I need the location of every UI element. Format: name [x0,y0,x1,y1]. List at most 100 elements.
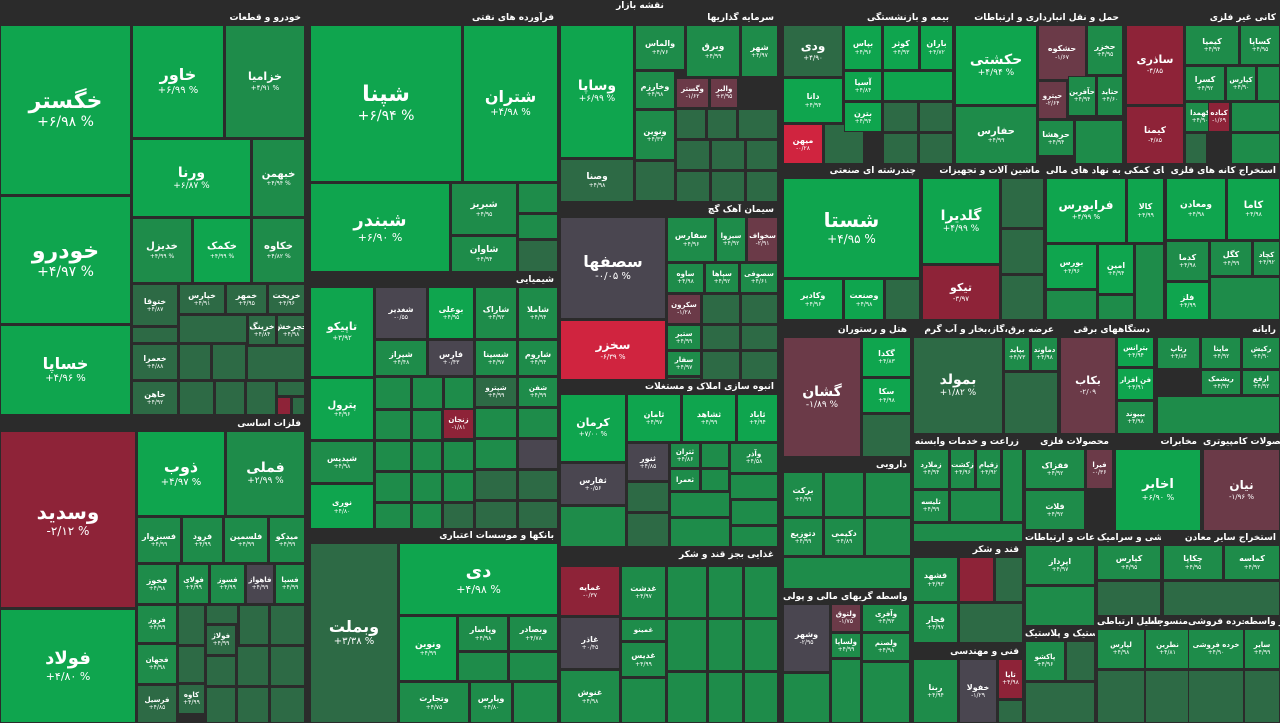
symbol-tile[interactable]: فخوز +۴/۹۸ [137,564,177,604]
minor-symbol-tile[interactable] [518,408,558,438]
symbol-tile[interactable]: وصنعت +۴/۹۸ [844,279,884,320]
minor-symbol-tile[interactable] [375,410,411,440]
symbol-tile[interactable]: گکدا +۴/۸۳ [862,337,911,377]
minor-symbol-tile[interactable] [865,472,911,517]
symbol-tile[interactable]: ولساپا +۴/۹۹ [831,633,861,658]
symbol-tile[interactable]: فسبزوار +۴/۹۹ [137,517,181,563]
symbol-tile[interactable]: آسیا +۴/۸۴ [844,71,882,101]
symbol-tile[interactable]: بکاب -۲/۰۹ [1060,337,1116,434]
symbol-tile[interactable]: شغدیر -۰/۵۵ [375,287,427,339]
symbol-tile[interactable]: غنوش +۴/۹۸ [560,670,620,723]
symbol-tile[interactable]: خزامیا +۴/۹۱ % [225,25,305,138]
minor-symbol-tile[interactable] [412,503,442,529]
minor-symbol-tile[interactable] [518,214,558,239]
minor-symbol-tile[interactable] [862,414,911,457]
symbol-tile[interactable]: دماوند +۴/۹۸ [1031,337,1058,371]
symbol-tile[interactable]: خگستر +۶/۹۸ % [0,25,131,195]
symbol-tile[interactable]: ولصنم +۴/۹۸ [862,633,910,661]
symbol-tile[interactable]: خریخت +۴/۹۶ [268,284,305,314]
symbol-tile[interactable]: فاهواز +۴/۹۹ [246,564,274,604]
minor-symbol-tile[interactable] [667,672,707,723]
symbol-tile[interactable]: خساپا +۴/۹۶ % [0,325,131,415]
symbol-tile[interactable]: زملارد +۴/۹۴ [913,449,949,489]
symbol-tile[interactable]: خاور +۶/۹۹ % [132,25,224,138]
symbol-tile[interactable]: فولاد +۴/۸۰ % [0,609,136,723]
symbol-tile[interactable]: نوری +۴/۸۰ [310,484,374,529]
symbol-tile[interactable]: اخابر +۶/۹۰ % [1115,449,1201,531]
symbol-tile[interactable]: وپاسار +۴/۹۸ [458,616,508,651]
symbol-tile[interactable]: بترانس +۴/۹۴ [1117,337,1154,367]
minor-symbol-tile[interactable] [1097,670,1145,723]
minor-symbol-tile[interactable] [206,687,236,723]
minor-symbol-tile[interactable] [206,656,236,686]
symbol-tile[interactable]: سصفها -۰/۰۵ % [560,217,666,319]
symbol-tile[interactable]: چکاپا +۴/۹۵ [1163,545,1223,580]
minor-symbol-tile[interactable] [237,687,269,723]
minor-symbol-tile[interactable] [1001,275,1044,320]
minor-symbol-tile[interactable] [443,441,474,471]
minor-symbol-tile[interactable] [676,140,710,170]
symbol-tile[interactable]: حشکوه -۱/۶۷ [1038,25,1086,80]
symbol-tile[interactable]: تلیسه +۴/۹۹ [913,490,949,522]
minor-symbol-tile[interactable] [831,659,861,723]
minor-symbol-tile[interactable] [670,492,730,517]
symbol-tile[interactable]: وساپا +۶/۹۹ % [560,25,634,158]
minor-symbol-tile[interactable] [178,605,205,645]
minor-symbol-tile[interactable] [1046,290,1097,320]
symbol-tile[interactable]: خکمک +۴/۹۹ % [193,218,251,283]
symbol-tile[interactable]: سصوفی +۴/۶۱ [740,263,778,293]
symbol-tile[interactable]: فجهان +۴/۹۸ [137,644,177,684]
minor-symbol-tile[interactable] [702,325,740,350]
minor-symbol-tile[interactable] [1001,178,1044,228]
minor-symbol-tile[interactable] [132,327,178,343]
symbol-tile[interactable]: زنجان -۱/۸۱ [443,409,474,439]
symbol-tile[interactable]: زکشت +۴/۹۶ [950,449,975,489]
minor-symbol-tile[interactable] [518,470,558,500]
minor-symbol-tile[interactable] [179,381,214,415]
symbol-tile[interactable]: میدکو +۴/۹۹ [269,517,305,563]
minor-symbol-tile[interactable] [730,474,778,499]
symbol-tile[interactable]: سپاها +۴/۹۲ [705,263,739,293]
symbol-tile[interactable]: حرهشا +۴/۹۴ [1038,120,1074,156]
symbol-tile[interactable]: حتاید +۴/۶۰ [1097,76,1123,116]
minor-symbol-tile[interactable] [179,344,211,380]
symbol-tile[interactable]: کگل +۴/۹۹ [1210,241,1252,276]
symbol-tile[interactable]: لپارس +۴/۹۸ [1097,629,1145,669]
symbol-tile[interactable]: وبرق +۴/۹۹ [686,25,740,77]
symbol-tile[interactable]: شپدیس +۴/۹۸ [310,441,374,483]
symbol-tile[interactable]: غدشت +۴/۹۷ [621,566,666,618]
symbol-tile[interactable]: سکرون -۱/۲۸ [667,294,701,324]
symbol-tile[interactable]: فرسیل +۴/۸۵ [137,685,177,723]
minor-symbol-tile[interactable] [475,408,517,438]
minor-symbol-tile[interactable] [412,377,443,409]
symbol-tile[interactable]: نیان -۱/۹۶ % [1203,449,1280,531]
minor-symbol-tile[interactable] [731,500,778,525]
symbol-tile[interactable]: شاوان +۴/۹۴ [451,236,517,272]
symbol-tile[interactable]: ثاباد +۴/۹۴ [737,394,778,442]
symbol-tile[interactable]: خچرخش+۴/۹۸ [277,315,305,345]
symbol-tile[interactable]: ثتران +۴/۸۶ [670,443,700,468]
symbol-tile[interactable]: شسینا +۴/۹۷ [475,340,517,376]
symbol-tile[interactable]: قشهد +۴/۹۳ [913,557,958,602]
symbol-tile[interactable]: وخارزم +۴/۹۸ [635,71,675,109]
minor-symbol-tile[interactable] [1097,581,1161,616]
symbol-tile[interactable]: ثعمرا [670,469,700,491]
symbol-tile[interactable]: کالا +۴/۹۹ [1127,178,1164,243]
symbol-tile[interactable]: بترن +۴/۹۴ [844,102,882,132]
symbol-tile[interactable]: فلات +۴/۹۲ [1025,490,1085,530]
minor-symbol-tile[interactable] [883,133,918,164]
minor-symbol-tile[interactable] [277,397,291,415]
minor-symbol-tile[interactable] [246,381,276,415]
symbol-tile[interactable]: کساپا +۴/۹۵ [1240,25,1280,65]
symbol-tile[interactable]: برکت +۴/۹۹ [783,472,823,517]
minor-symbol-tile[interactable] [741,294,778,324]
minor-symbol-tile[interactable] [1210,277,1280,320]
symbol-tile[interactable]: سخواف -۲/۹۱ [747,217,778,262]
minor-symbol-tile[interactable] [178,646,205,683]
symbol-tile[interactable]: وبملت +۳/۳۸ % [310,543,398,723]
minor-symbol-tile[interactable] [708,672,743,723]
symbol-tile[interactable]: شیراز +۴/۴۸ [375,340,427,376]
minor-symbol-tile[interactable] [701,469,729,491]
minor-symbol-tile[interactable] [707,109,737,139]
symbol-tile[interactable]: غمینو [621,619,666,641]
